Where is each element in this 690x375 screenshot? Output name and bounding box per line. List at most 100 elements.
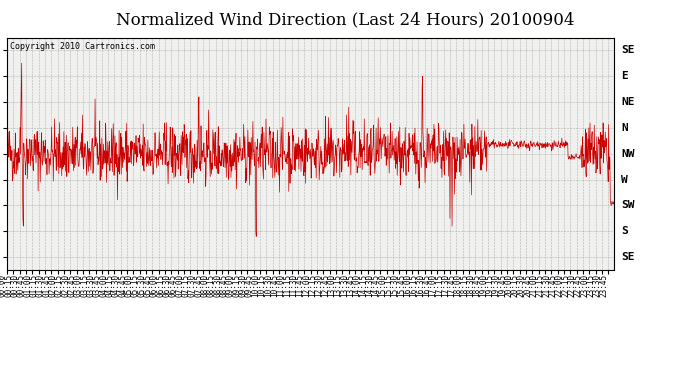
Text: E: E — [621, 71, 628, 81]
Text: 08:45: 08:45 — [219, 274, 228, 297]
Text: 15:45: 15:45 — [397, 274, 406, 297]
Text: 09:15: 09:15 — [232, 274, 241, 297]
Text: 18:15: 18:15 — [460, 274, 469, 297]
Text: 12:30: 12:30 — [315, 274, 324, 297]
Text: 02:00: 02:00 — [48, 274, 57, 297]
Text: 20:15: 20:15 — [511, 274, 520, 297]
Text: 23:45: 23:45 — [599, 274, 608, 297]
Text: 15:30: 15:30 — [391, 274, 400, 297]
Text: 21:00: 21:00 — [529, 274, 539, 297]
Text: 07:15: 07:15 — [181, 274, 190, 297]
Text: N: N — [621, 123, 628, 133]
Text: 12:15: 12:15 — [308, 274, 317, 297]
Text: 17:45: 17:45 — [447, 274, 456, 297]
Text: 04:45: 04:45 — [118, 274, 127, 297]
Text: 01:30: 01:30 — [36, 274, 45, 297]
Text: 23:00: 23:00 — [580, 274, 589, 297]
Text: 19:30: 19:30 — [491, 274, 500, 297]
Text: 20:30: 20:30 — [517, 274, 526, 297]
Text: 03:15: 03:15 — [80, 274, 89, 297]
Text: 14:30: 14:30 — [365, 274, 374, 297]
Text: 05:00: 05:00 — [124, 274, 133, 297]
Text: 22:15: 22:15 — [561, 274, 570, 297]
Text: 17:15: 17:15 — [435, 274, 444, 297]
Text: SE: SE — [621, 252, 635, 262]
Text: 19:45: 19:45 — [498, 274, 507, 297]
Text: 18:30: 18:30 — [466, 274, 475, 297]
Text: 11:00: 11:00 — [277, 274, 286, 297]
Text: 06:00: 06:00 — [150, 274, 159, 297]
Text: 17:00: 17:00 — [428, 274, 437, 297]
Text: 04:15: 04:15 — [106, 274, 115, 297]
Text: 07:45: 07:45 — [194, 274, 203, 297]
Text: 13:15: 13:15 — [333, 274, 342, 297]
Text: 16:45: 16:45 — [422, 274, 431, 297]
Text: 09:45: 09:45 — [245, 274, 254, 297]
Text: SE: SE — [621, 45, 635, 56]
Text: 01:45: 01:45 — [42, 274, 51, 297]
Text: 16:30: 16:30 — [415, 274, 424, 297]
Text: 10:15: 10:15 — [257, 274, 266, 297]
Text: 03:00: 03:00 — [74, 274, 83, 297]
Text: 11:30: 11:30 — [289, 274, 298, 297]
Text: 08:30: 08:30 — [213, 274, 222, 297]
Text: W: W — [621, 175, 628, 184]
Text: 03:45: 03:45 — [93, 274, 102, 297]
Text: 00:45: 00:45 — [17, 274, 26, 297]
Text: 21:45: 21:45 — [549, 274, 558, 297]
Text: 16:15: 16:15 — [409, 274, 418, 297]
Text: 22:30: 22:30 — [568, 274, 577, 297]
Text: 00:15: 00:15 — [4, 274, 13, 297]
Text: 01:15: 01:15 — [30, 274, 39, 297]
Text: NE: NE — [621, 97, 635, 107]
Text: 23:30: 23:30 — [593, 274, 602, 297]
Text: NW: NW — [621, 149, 635, 159]
Text: 00:30: 00:30 — [10, 274, 19, 297]
Text: 19:00: 19:00 — [479, 274, 488, 297]
Text: 05:15: 05:15 — [131, 274, 140, 297]
Text: 18:00: 18:00 — [453, 274, 462, 297]
Text: 22:00: 22:00 — [555, 274, 564, 297]
Text: S: S — [621, 226, 628, 236]
Text: 13:30: 13:30 — [339, 274, 348, 297]
Text: 07:00: 07:00 — [175, 274, 184, 297]
Text: 10:30: 10:30 — [264, 274, 273, 297]
Text: 05:30: 05:30 — [137, 274, 146, 297]
Text: 23:15: 23:15 — [586, 274, 595, 297]
Text: 22:45: 22:45 — [574, 274, 583, 297]
Text: 08:15: 08:15 — [207, 274, 216, 297]
Text: 14:45: 14:45 — [371, 274, 380, 297]
Text: 01:00: 01:00 — [23, 274, 32, 297]
Text: 20:45: 20:45 — [523, 274, 532, 297]
Text: 21:15: 21:15 — [536, 274, 545, 297]
Text: 04:00: 04:00 — [99, 274, 108, 297]
Text: 10:45: 10:45 — [270, 274, 279, 297]
Text: 09:30: 09:30 — [239, 274, 248, 297]
Text: 12:00: 12:00 — [302, 274, 310, 297]
Text: 12:45: 12:45 — [321, 274, 330, 297]
Text: 02:15: 02:15 — [55, 274, 64, 297]
Text: 06:45: 06:45 — [169, 274, 178, 297]
Text: 06:15: 06:15 — [156, 274, 165, 297]
Text: 15:00: 15:00 — [377, 274, 386, 297]
Text: 10:00: 10:00 — [251, 274, 260, 297]
Text: 14:15: 14:15 — [359, 274, 368, 297]
Text: 14:00: 14:00 — [353, 274, 362, 297]
Text: 18:45: 18:45 — [473, 274, 482, 297]
Text: 08:00: 08:00 — [200, 274, 210, 297]
Text: 03:30: 03:30 — [86, 274, 95, 297]
Text: SW: SW — [621, 200, 635, 210]
Text: 16:00: 16:00 — [403, 274, 412, 297]
Text: 21:30: 21:30 — [542, 274, 551, 297]
Text: Copyright 2010 Cartronics.com: Copyright 2010 Cartronics.com — [10, 42, 155, 51]
Text: 07:30: 07:30 — [188, 274, 197, 297]
Text: 17:30: 17:30 — [441, 274, 450, 297]
Text: 13:45: 13:45 — [346, 274, 355, 297]
Text: 05:45: 05:45 — [144, 274, 152, 297]
Text: 09:00: 09:00 — [226, 274, 235, 297]
Text: 19:15: 19:15 — [485, 274, 494, 297]
Text: 20:00: 20:00 — [504, 274, 513, 297]
Text: 15:15: 15:15 — [384, 274, 393, 297]
Text: 06:30: 06:30 — [162, 274, 171, 297]
Text: Normalized Wind Direction (Last 24 Hours) 20100904: Normalized Wind Direction (Last 24 Hours… — [116, 11, 574, 28]
